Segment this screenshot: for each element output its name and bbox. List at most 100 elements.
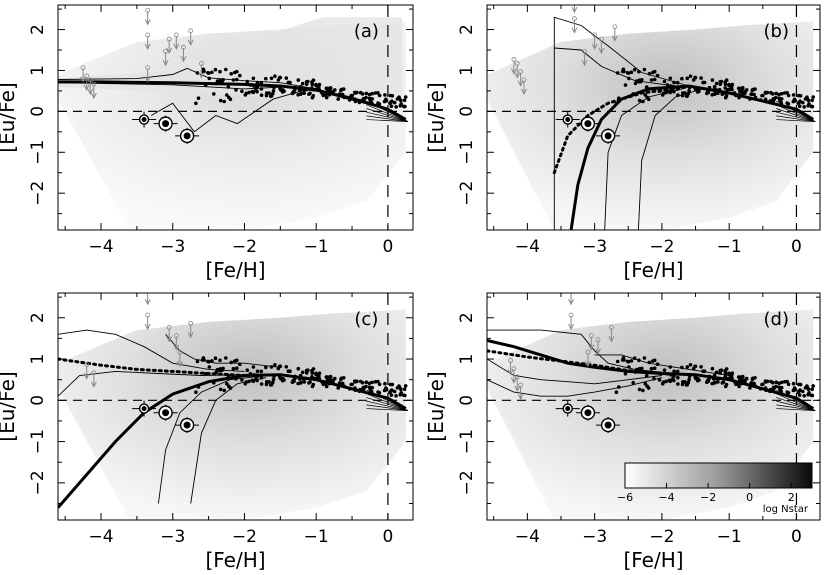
star-point <box>643 382 648 386</box>
star-point <box>300 370 305 375</box>
x-tick-label: 0 <box>791 237 802 257</box>
star-point <box>696 376 700 381</box>
star-point <box>741 375 745 379</box>
star-point <box>705 91 709 96</box>
star-point <box>680 365 684 370</box>
colorbar-label: log Nstar <box>763 504 809 515</box>
star-point <box>723 80 727 84</box>
star-point <box>633 370 638 374</box>
star-point <box>269 94 274 98</box>
highlighted-star <box>584 409 592 417</box>
star-point <box>194 390 198 395</box>
star-point <box>388 101 392 106</box>
star-point <box>402 393 406 398</box>
model-fan-line <box>776 408 816 411</box>
star-point <box>328 91 332 96</box>
panel-label: (c) <box>354 309 378 330</box>
star-point <box>247 379 251 384</box>
star-point <box>727 376 732 380</box>
star-point <box>264 380 269 384</box>
star-point <box>226 373 231 378</box>
star-point <box>234 88 238 92</box>
x-tick-label: 0 <box>382 527 393 547</box>
star-point <box>302 88 306 93</box>
star-point <box>255 369 260 374</box>
star-point <box>264 91 269 95</box>
star-point <box>272 374 276 379</box>
star-point <box>392 389 397 394</box>
star-point <box>264 76 268 81</box>
x-tick-label: 0 <box>791 527 802 547</box>
star-point <box>644 373 649 378</box>
star-point <box>676 93 680 97</box>
star-point <box>240 89 244 94</box>
upper-limit-arrow <box>180 48 187 63</box>
star-point <box>399 387 403 392</box>
star-point <box>615 71 620 75</box>
star-point <box>614 390 619 395</box>
star-point <box>778 98 782 103</box>
star-point <box>264 382 269 387</box>
star-point <box>243 381 248 386</box>
star-point <box>685 382 690 387</box>
star-point <box>324 375 329 379</box>
star-point <box>738 89 742 94</box>
star-point <box>740 380 744 385</box>
star-point <box>649 366 654 371</box>
star-point <box>336 386 341 390</box>
star-point <box>218 69 222 74</box>
model-curve-thin <box>594 354 730 376</box>
star-point <box>688 363 693 367</box>
star-point <box>207 76 212 81</box>
star-point <box>231 366 236 371</box>
model-fan-line <box>776 104 816 122</box>
star-point <box>252 84 256 88</box>
x-tick-label: −3 <box>160 237 185 257</box>
star-point <box>753 376 757 380</box>
colorbar-tick-label: −2 <box>700 491 716 504</box>
upper-limit-marker <box>166 324 172 330</box>
star-point <box>347 98 352 102</box>
star-point <box>736 93 741 97</box>
star-point <box>758 98 763 102</box>
upper-limit-arrow <box>87 80 94 96</box>
star-point <box>212 92 216 96</box>
star-point <box>278 364 282 369</box>
star-point <box>637 69 641 74</box>
y-axis-label: [Eu/Fe] <box>424 371 448 441</box>
star-point <box>652 77 657 82</box>
star-point <box>614 101 619 106</box>
colorbar-gradient <box>624 462 813 489</box>
star-point <box>758 387 763 391</box>
star-point <box>699 365 703 369</box>
star-point <box>225 93 229 97</box>
star-point <box>212 380 216 385</box>
star-point <box>806 98 811 103</box>
x-tick-label: −2 <box>649 237 674 257</box>
star-point <box>353 97 357 102</box>
upper-limit-arrow <box>162 52 169 67</box>
star-point <box>355 90 359 95</box>
star-point <box>669 84 673 88</box>
star-point <box>314 87 319 92</box>
star-point <box>367 92 372 97</box>
star-point <box>753 384 758 389</box>
star-point <box>627 76 631 81</box>
star-point <box>358 90 363 95</box>
star-point <box>748 386 752 390</box>
upper-limit-marker <box>588 333 594 339</box>
star-point <box>390 382 395 387</box>
star-point <box>811 95 815 99</box>
star-point <box>364 91 369 96</box>
star-point <box>796 390 801 395</box>
star-point <box>655 362 660 367</box>
upper-limit-marker <box>598 36 604 42</box>
star-point <box>633 81 638 86</box>
y-tick-label: 2 <box>457 312 477 323</box>
model-curve-thin <box>487 377 663 397</box>
star-point <box>290 91 295 96</box>
star-point <box>338 92 342 97</box>
y-tick-label: 0 <box>28 106 48 117</box>
